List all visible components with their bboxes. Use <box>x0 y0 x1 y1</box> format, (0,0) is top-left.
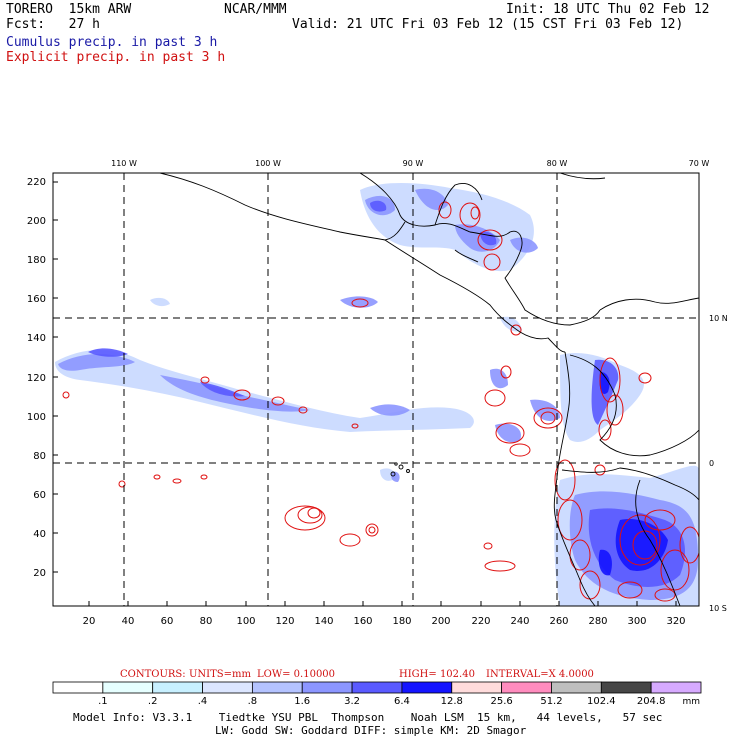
colorbar-label: .2 <box>148 696 158 707</box>
x-tick-label: 20 <box>83 616 96 627</box>
y-tick-label: 140 <box>27 333 46 344</box>
colorbar-swatch <box>251 681 303 694</box>
colorbar-swatch <box>301 681 353 694</box>
precip-band-itcz <box>55 350 474 432</box>
x-tick-label: 160 <box>353 616 372 627</box>
contours-high: HIGH= 102.40 <box>399 669 475 680</box>
contours-interval: INTERVAL=X 4.0000 <box>486 669 594 680</box>
init-time: Init: 18 UTC Thu 02 Feb 12 <box>506 2 710 17</box>
lon-label-100w: 100 W <box>255 159 281 168</box>
colorbar-label: 102.4 <box>587 696 616 707</box>
contours-units: UNITS=mm <box>189 669 252 680</box>
colorbar-label: 1.6 <box>294 696 310 707</box>
frame-ticks <box>53 181 677 606</box>
y-tick-label: 220 <box>27 177 46 188</box>
model-title: TORERO 15km ARW <box>6 2 132 17</box>
colorbar-label: 25.6 <box>490 696 512 707</box>
colorbar-unit: mm <box>682 697 700 707</box>
y-tick-label: 100 <box>27 412 46 423</box>
x-tick-label: 120 <box>275 616 294 627</box>
colorbar: .1 .2 .4 .8 1.6 3.2 6.4 12.8 25.6 51.2 102.4 204.8 m… <box>52 681 702 707</box>
colorbar-swatch <box>52 681 104 694</box>
colorbar-swatch <box>650 681 702 694</box>
colorbar-label: 12.8 <box>441 696 463 707</box>
y-tick-label: 120 <box>27 373 46 384</box>
explicit-precip-contours <box>62 201 699 602</box>
y-tick-label: 80 <box>33 451 46 462</box>
model-info-line2: LW: Godd SW: Goddard DIFF: simple KM: 2D… <box>215 724 527 737</box>
x-tick-label: 80 <box>200 616 213 627</box>
valid-time: Valid: 21 UTC Fri 03 Feb 12 (15 CST Fri … <box>292 17 684 32</box>
contours-label: CONTOURS: <box>120 669 186 680</box>
colorbar-label: .8 <box>248 696 258 707</box>
colorbar-swatch <box>102 681 154 694</box>
colorbar-swatch <box>451 681 503 694</box>
organization-label: NCAR/MMM <box>224 2 287 17</box>
plot-frame <box>52 172 700 607</box>
field-explicit-label: Explicit precip. in past 3 h <box>6 50 226 65</box>
contours-low: LOW= 0.10000 <box>257 669 335 680</box>
lon-label-80w: 80 W <box>547 159 568 168</box>
colorbar-swatch <box>600 681 652 694</box>
x-tick-label: 60 <box>161 616 174 627</box>
colorbar-label: .1 <box>98 696 108 707</box>
x-tick-label: 180 <box>392 616 411 627</box>
lon-label-110w: 110 W <box>111 159 137 168</box>
colorbar-label: 3.2 <box>344 696 360 707</box>
y-tick-label: 60 <box>33 490 46 501</box>
y-tick-label: 180 <box>27 255 46 266</box>
colorbar-label: .4 <box>198 696 208 707</box>
x-tick-label: 40 <box>122 616 135 627</box>
x-tick-label: 320 <box>666 616 685 627</box>
x-tick-label: 100 <box>236 616 255 627</box>
model-info-line1: Model Info: V3.3.1 Tiedtke YSU PBL Thomp… <box>73 711 663 724</box>
lat-label-0: 0 <box>709 459 714 468</box>
colorbar-swatch <box>551 681 602 694</box>
lon-label-90w: 90 W <box>403 159 424 168</box>
graticule <box>53 173 699 606</box>
x-tick-label: 200 <box>431 616 450 627</box>
colorbar-label: 6.4 <box>394 696 410 707</box>
coastlines <box>159 173 699 606</box>
y-tick-label: 20 <box>33 568 46 579</box>
y-tick-label: 200 <box>27 216 46 227</box>
colorbar-label: 51.2 <box>540 696 562 707</box>
x-tick-label: 300 <box>627 616 646 627</box>
y-tick-label: 160 <box>27 294 46 305</box>
x-tick-label: 140 <box>314 616 333 627</box>
field-cumulus-label: Cumulus precip. in past 3 h <box>6 35 218 50</box>
colorbar-swatch <box>202 681 253 694</box>
x-tick-label: 220 <box>471 616 490 627</box>
colorbar-label: 204.8 <box>637 696 666 707</box>
colorbar-swatch <box>351 681 403 694</box>
y-tick-label: 40 <box>33 529 46 540</box>
x-tick-label: 280 <box>588 616 607 627</box>
x-tick-label: 260 <box>549 616 568 627</box>
colorbar-swatch <box>501 681 552 694</box>
forecast-hour: Fcst: 27 h <box>6 17 100 32</box>
x-tick-label: 240 <box>510 616 529 627</box>
lat-label-10n: 10 N <box>709 314 728 323</box>
colorbar-swatch <box>401 681 453 694</box>
lon-label-70w: 70 W <box>689 159 710 168</box>
lat-label-10s: 10 S <box>709 604 727 613</box>
colorbar-swatch <box>152 681 203 694</box>
